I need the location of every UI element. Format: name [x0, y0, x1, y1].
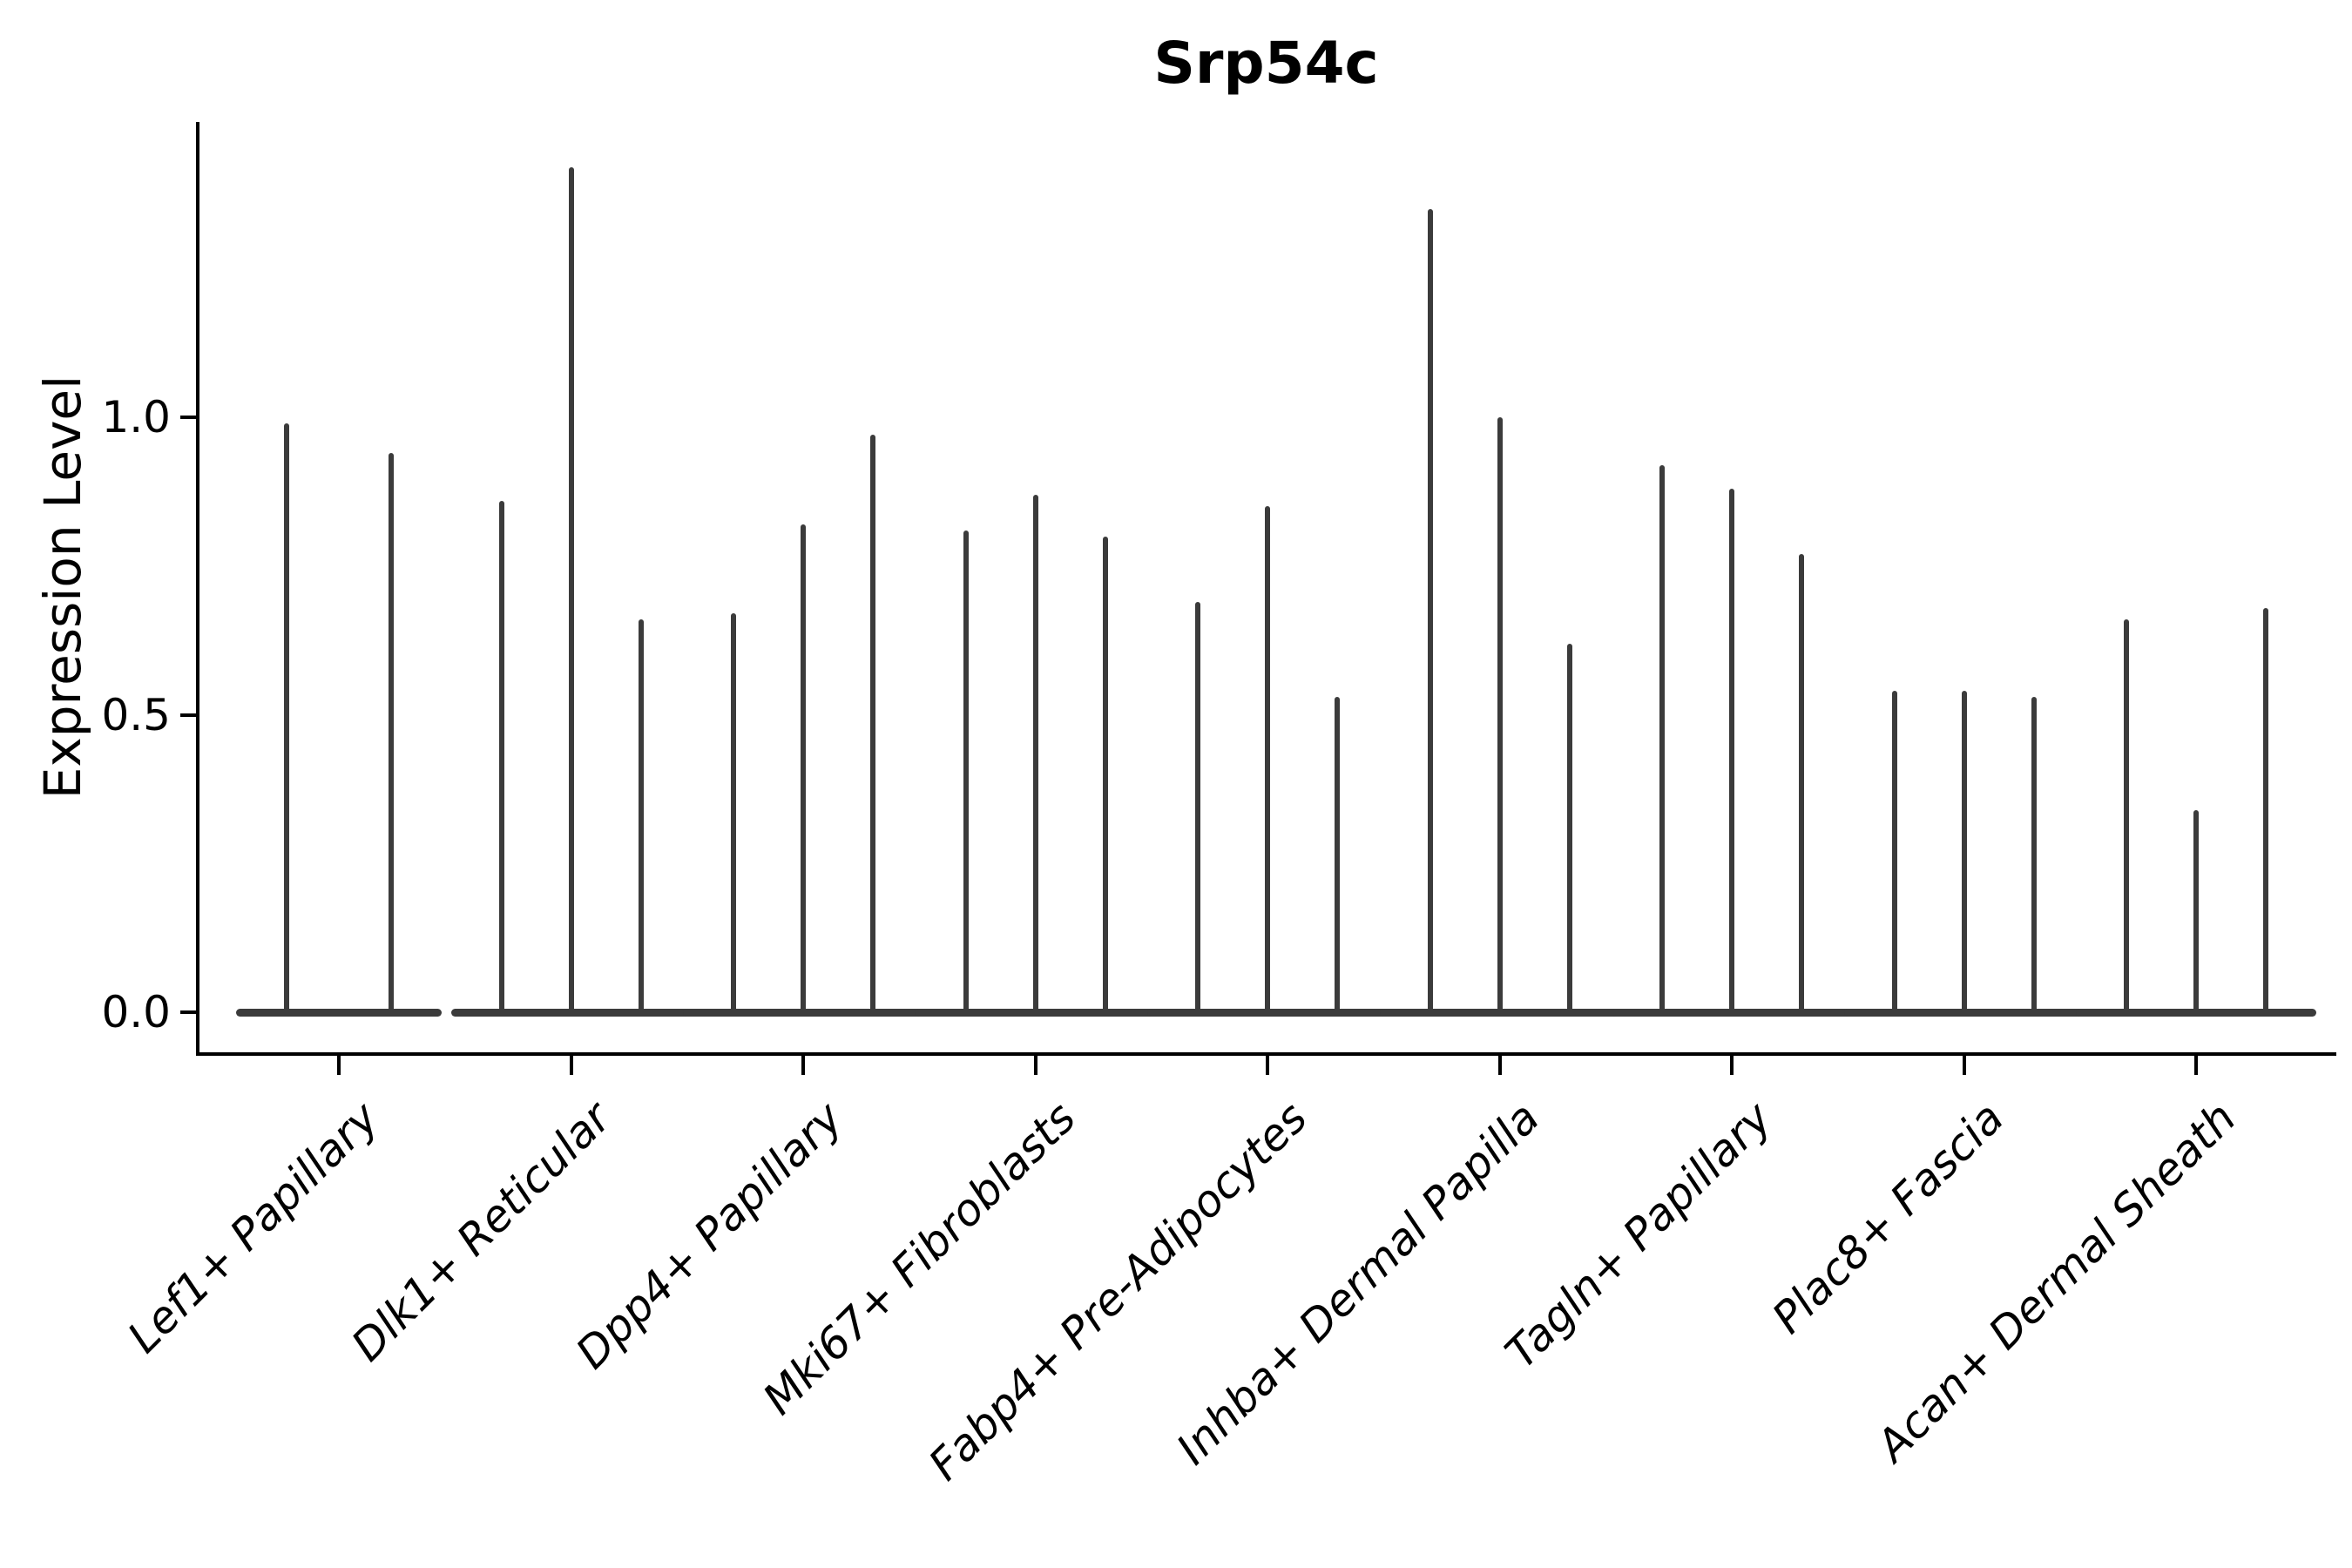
violin-spike — [1497, 417, 1503, 1012]
violin-spike — [1891, 691, 1897, 1012]
y-tick-label: 0.0 — [101, 987, 171, 1037]
violin-spike — [568, 167, 574, 1012]
violin-spike — [498, 500, 504, 1012]
violin-baseline — [1612, 1008, 1852, 1017]
y-tick-mark — [180, 416, 196, 419]
x-tick-mark — [1730, 1056, 1734, 1075]
violin-baseline — [2076, 1008, 2316, 1017]
y-axis-line — [196, 122, 199, 1056]
violin-spike — [1195, 601, 1200, 1012]
violin-baseline — [1379, 1008, 1620, 1017]
violin-spike — [870, 435, 875, 1012]
violin-spike — [284, 422, 289, 1012]
violin-baseline — [1147, 1008, 1388, 1017]
x-axis-line — [196, 1052, 2336, 1056]
violin-baseline — [1843, 1008, 2085, 1017]
violin-spike — [1659, 464, 1665, 1012]
violin-baseline — [683, 1008, 923, 1017]
y-tick-label: 0.5 — [101, 689, 171, 740]
x-tick-label: Fabp4+ Pre-Adipocytes — [919, 1092, 1318, 1490]
violin-spike — [801, 524, 806, 1012]
violin-spike — [389, 452, 394, 1012]
violin-spike — [1961, 691, 1967, 1012]
plot-title: Srp54c — [1153, 30, 1379, 97]
violin-spike — [1427, 208, 1433, 1012]
x-tick-mark — [1962, 1056, 1966, 1075]
violin-spike — [2193, 809, 2199, 1012]
x-tick-mark — [801, 1056, 805, 1075]
violin-spike — [1729, 488, 1734, 1012]
violin-baseline — [450, 1008, 692, 1017]
violin-spike — [1102, 536, 1108, 1012]
violin-spike — [1032, 494, 1038, 1012]
x-tick-mark — [569, 1056, 573, 1075]
y-tick-mark — [180, 1010, 196, 1014]
x-tick-mark — [1033, 1056, 1037, 1075]
violin-spike — [1265, 506, 1270, 1012]
violin-spike — [2263, 607, 2268, 1012]
violin-spike — [638, 619, 644, 1012]
violin-spike — [1335, 697, 1340, 1012]
violin-spike — [2031, 697, 2037, 1012]
x-tick-label: Plac8+ Fascia — [1762, 1092, 2014, 1343]
y-tick-label: 1.0 — [101, 392, 171, 443]
violin-spike — [963, 530, 969, 1012]
x-tick-mark — [1497, 1056, 1502, 1075]
x-tick-mark — [2194, 1056, 2198, 1075]
violin-baseline — [915, 1008, 1156, 1017]
x-tick-label: Lef1+ Papillary — [118, 1092, 389, 1363]
violin-spike — [731, 613, 736, 1012]
x-tick-mark — [1266, 1056, 1269, 1075]
violin-spike — [1799, 554, 1804, 1012]
violin-baseline — [236, 1008, 442, 1017]
violin-spike — [2124, 619, 2129, 1012]
violin-spike — [1566, 643, 1572, 1012]
x-tick-mark — [337, 1056, 341, 1075]
y-tick-mark — [180, 713, 196, 717]
